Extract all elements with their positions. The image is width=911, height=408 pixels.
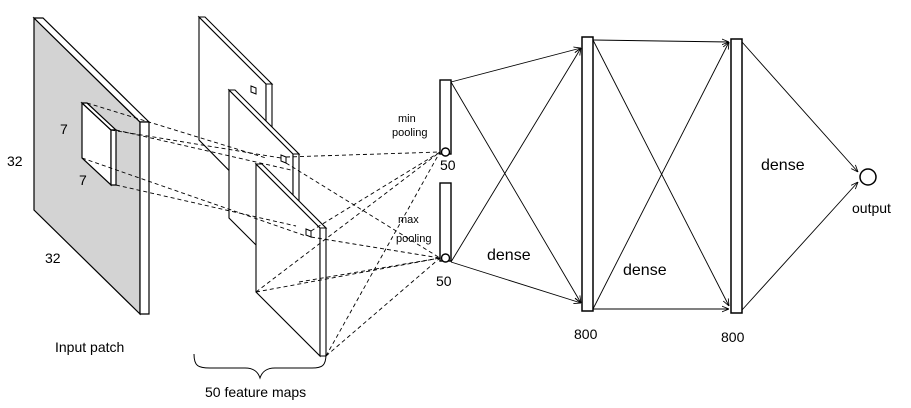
feature-maps-brace xyxy=(193,353,327,380)
hidden-layer-1-size-label: 800 xyxy=(574,326,598,342)
feature-maps-caption: 50 feature maps xyxy=(205,384,306,400)
min-pooling-size-label: 50 xyxy=(440,157,456,173)
feature-map-3 xyxy=(254,162,328,358)
max-pooling-size-label: 50 xyxy=(436,273,452,289)
hidden-layer-2 xyxy=(730,38,743,314)
min-pooling-node xyxy=(440,147,451,157)
pooling-projection-lines xyxy=(255,151,441,357)
max-pooling-label-line1: max xyxy=(398,214,419,226)
input-patch-caption: Input patch xyxy=(55,339,124,355)
min-pooling-layer xyxy=(439,79,452,157)
hidden-layer-2-size-label: 800 xyxy=(721,329,745,345)
max-pooling-layer xyxy=(439,182,452,263)
dense-label-2: dense xyxy=(623,262,667,279)
input-patch xyxy=(32,16,151,316)
dense-connections-2 xyxy=(592,40,729,309)
hidden-layer-1 xyxy=(581,36,594,312)
dense-connections-3 xyxy=(741,41,858,311)
min-pooling-label-line1: min xyxy=(398,113,416,125)
output-label: output xyxy=(852,200,891,216)
max-pooling-node xyxy=(440,253,451,263)
min-pooling-label-line2: pooling xyxy=(392,127,427,139)
dense-connections-1 xyxy=(450,48,581,303)
kernel-height-label: 7 xyxy=(60,121,68,137)
kernel-width-label: 7 xyxy=(79,172,87,188)
input-size-bottom-label: 32 xyxy=(45,250,61,266)
max-pooling-label-line2: pooling xyxy=(396,233,431,245)
dense-label-1: dense xyxy=(487,247,531,264)
convolution-projection-lines xyxy=(81,102,307,237)
output-node xyxy=(859,168,877,186)
input-size-side-label: 32 xyxy=(7,153,23,169)
dense-label-3: dense xyxy=(761,157,805,174)
